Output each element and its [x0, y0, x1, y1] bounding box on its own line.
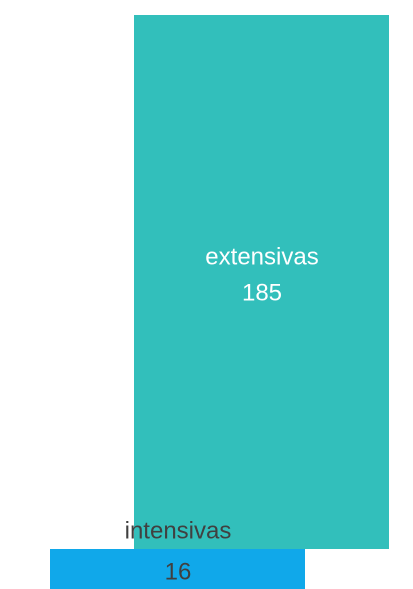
value-label: 16	[165, 558, 192, 585]
bar-label: extensivas	[205, 243, 318, 270]
bar	[134, 15, 389, 549]
bar	[50, 549, 305, 589]
value-label: 185	[242, 279, 282, 306]
bar-label: intensivas	[125, 517, 232, 544]
